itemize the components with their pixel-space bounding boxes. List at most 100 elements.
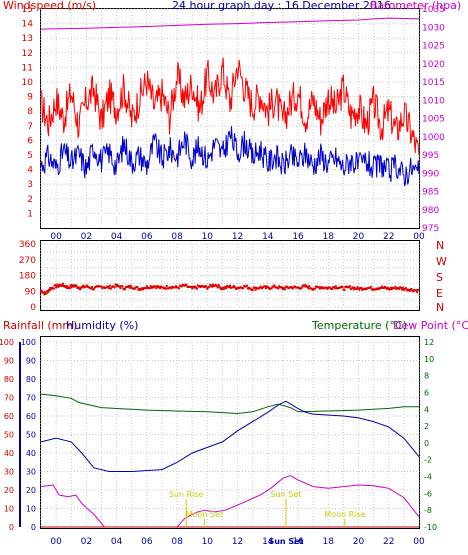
direction-point bbox=[114, 283, 117, 286]
barometer-tick-label: 1015 bbox=[422, 78, 445, 88]
direction-point bbox=[224, 285, 227, 288]
direction-point bbox=[119, 287, 122, 290]
hour-tick-label: 18 bbox=[323, 232, 335, 242]
direction-point bbox=[129, 284, 132, 287]
barometer-tick-label: 1030 bbox=[422, 23, 445, 33]
direction-point bbox=[144, 286, 147, 289]
direction-point bbox=[233, 286, 236, 289]
dewpoint-line bbox=[40, 475, 420, 528]
direction-point bbox=[90, 287, 93, 290]
event-label: Sun Rise bbox=[169, 490, 204, 499]
direction-point bbox=[142, 288, 145, 291]
direction-point bbox=[49, 288, 52, 291]
temperature-tick-label: -6 bbox=[424, 489, 432, 498]
direction-point bbox=[159, 287, 162, 290]
windspeed-tick-label: 13 bbox=[22, 34, 33, 44]
humidity-axis-label: Humidity (%) bbox=[66, 319, 138, 332]
direction-point bbox=[49, 287, 52, 290]
direction-point bbox=[231, 286, 234, 289]
hour-tick-label: 04 bbox=[111, 537, 123, 547]
hour-tick-label: 12 bbox=[232, 537, 243, 547]
direction-point bbox=[165, 285, 168, 288]
hour-tick-label: 02 bbox=[81, 232, 92, 242]
rainfall-tick-label: 90 bbox=[4, 357, 14, 366]
direction-point bbox=[55, 285, 58, 288]
temperature-tick-label: -2 bbox=[424, 456, 432, 465]
hour-tick-label: 04 bbox=[111, 232, 123, 242]
direction-point bbox=[68, 287, 71, 290]
direction-point bbox=[118, 285, 121, 288]
direction-point bbox=[210, 284, 213, 287]
direction-point bbox=[242, 287, 245, 290]
direction-point bbox=[185, 284, 188, 287]
direction-point bbox=[48, 289, 51, 292]
event-label: Sun Set bbox=[270, 490, 301, 499]
hour-tick-label: 10 bbox=[202, 232, 214, 242]
direction-point bbox=[400, 288, 403, 291]
windspeed-tick-label: 5 bbox=[27, 151, 33, 161]
hour-tick-label: 20 bbox=[353, 232, 365, 242]
direction-point bbox=[334, 285, 337, 288]
direction-point bbox=[191, 287, 194, 290]
direction-point bbox=[55, 286, 58, 289]
windspeed-tick-label: 1 bbox=[27, 209, 33, 219]
direction-point bbox=[195, 287, 198, 290]
direction-point bbox=[318, 287, 321, 290]
direction-point bbox=[404, 287, 407, 290]
direction-point bbox=[149, 285, 152, 288]
direction-point bbox=[155, 287, 158, 290]
humidity-tick-label: 70 bbox=[26, 394, 36, 403]
direction-point bbox=[410, 287, 413, 290]
direction-point bbox=[325, 286, 328, 289]
direction-point bbox=[81, 285, 84, 288]
direction-tick-label: 180 bbox=[19, 272, 36, 282]
direction-point bbox=[116, 283, 119, 286]
direction-point bbox=[86, 284, 89, 287]
hour-tick-label: 08 bbox=[171, 232, 183, 242]
sunset-time-label: Sun Set bbox=[268, 537, 303, 546]
direction-point bbox=[214, 283, 217, 286]
direction-point bbox=[317, 286, 320, 289]
direction-point bbox=[128, 286, 131, 289]
direction-point bbox=[253, 286, 256, 289]
hour-tick-label: 14 bbox=[262, 232, 274, 242]
rainfall-tick-label: 20 bbox=[4, 486, 14, 495]
direction-point bbox=[164, 287, 167, 290]
direction-point bbox=[215, 285, 218, 288]
compass-label: E bbox=[436, 287, 443, 300]
hour-tick-label: 00 bbox=[413, 232, 425, 242]
direction-point bbox=[281, 288, 284, 291]
direction-point bbox=[82, 284, 85, 287]
direction-point bbox=[177, 287, 180, 290]
direction-point bbox=[221, 288, 224, 291]
compass-label: N bbox=[436, 301, 444, 314]
barometer-tick-label: 1000 bbox=[422, 133, 445, 143]
hour-tick-label: 00 bbox=[413, 537, 425, 547]
direction-point bbox=[152, 286, 155, 289]
barometer-tick-label: 1020 bbox=[422, 60, 445, 70]
direction-point bbox=[40, 289, 43, 292]
windspeed-tick-label: 9 bbox=[27, 93, 33, 103]
direction-tick-label: 270 bbox=[19, 256, 36, 266]
direction-point bbox=[349, 285, 352, 288]
temperature-tick-label: 8 bbox=[424, 372, 429, 381]
barometer-tick-label: 980 bbox=[422, 206, 439, 216]
direction-point bbox=[61, 282, 64, 285]
windspeed-tick-label: 11 bbox=[22, 63, 33, 73]
temperature-tick-label: -4 bbox=[424, 473, 432, 482]
direction-point bbox=[100, 285, 103, 288]
barometer-tick-label: 1035 bbox=[422, 5, 445, 15]
rainfall-tick-label: 50 bbox=[4, 431, 14, 440]
direction-point bbox=[196, 284, 199, 287]
direction-point bbox=[150, 286, 153, 289]
direction-point bbox=[304, 285, 307, 288]
hour-tick-label: 08 bbox=[171, 537, 183, 547]
direction-point bbox=[352, 288, 355, 291]
hour-tick-label: 02 bbox=[81, 537, 92, 547]
humidity-tick-label: 40 bbox=[26, 449, 36, 458]
direction-point bbox=[251, 288, 254, 291]
windspeed-tick-label: 6 bbox=[27, 136, 33, 146]
direction-point bbox=[270, 287, 273, 290]
temperature-axis-label: Temperature (°C) bbox=[311, 319, 407, 332]
